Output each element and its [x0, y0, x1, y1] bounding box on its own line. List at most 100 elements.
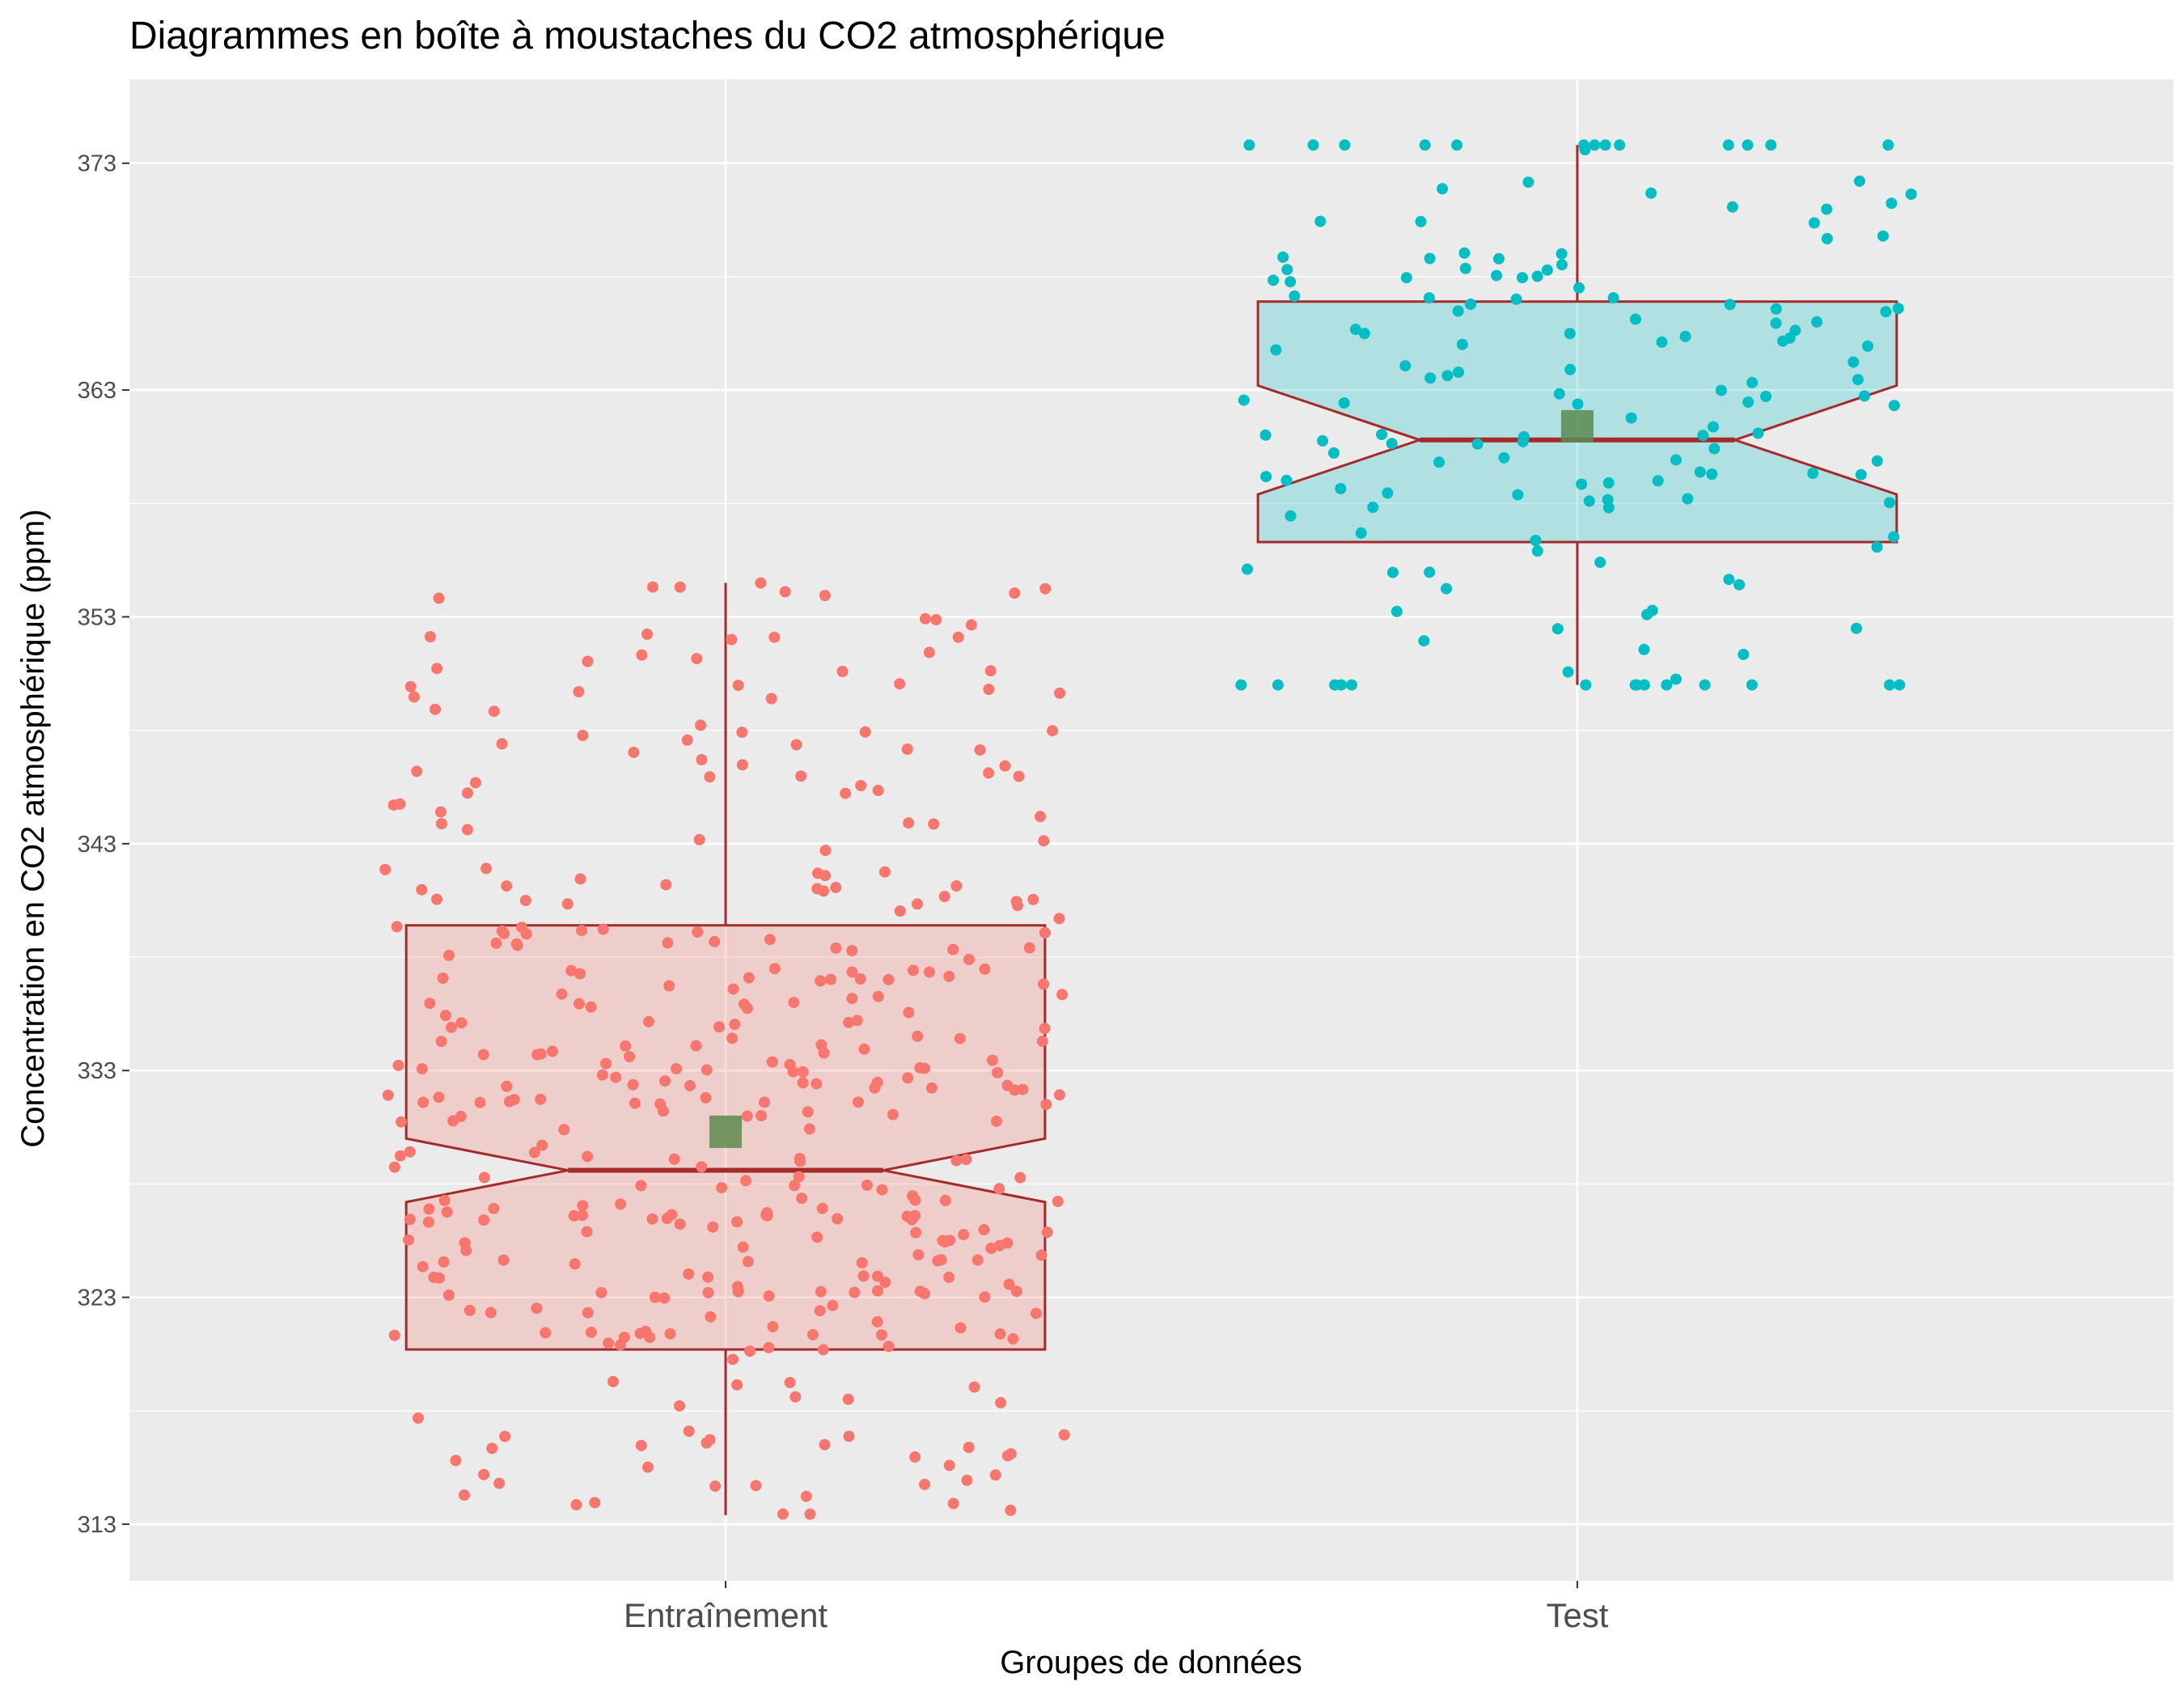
jitter-point	[1349, 324, 1361, 336]
jitter-point	[836, 666, 849, 677]
jitter-point	[1892, 303, 1904, 315]
jitter-point	[1346, 679, 1357, 691]
jitter-point	[1599, 139, 1611, 151]
jitter-point	[558, 1124, 570, 1136]
jitter-point	[1553, 388, 1565, 400]
jitter-point	[663, 980, 675, 992]
jitter-point	[1564, 363, 1577, 375]
jitter-point	[901, 744, 913, 755]
jitter-point	[1272, 679, 1284, 691]
jitter-point	[894, 678, 906, 690]
jitter-point	[1441, 370, 1454, 382]
jitter-point	[1023, 942, 1035, 954]
jitter-point	[756, 1110, 768, 1121]
jitter-point	[1746, 679, 1758, 691]
jitter-point	[1784, 332, 1796, 344]
jitter-point	[925, 1082, 938, 1094]
jitter-point	[662, 937, 674, 949]
jitter-point	[636, 649, 648, 661]
jitter-point	[1722, 139, 1734, 151]
jitter-point	[843, 1430, 855, 1443]
jitter-point	[1235, 679, 1247, 691]
jitter-point	[709, 935, 721, 947]
jitter-point	[1821, 233, 1833, 244]
jitter-point	[1009, 587, 1021, 600]
jitter-point	[478, 1172, 490, 1184]
jitter-point	[930, 613, 942, 625]
jitter-point	[585, 1001, 597, 1013]
jitter-point	[585, 1326, 597, 1338]
jitter-point	[1465, 299, 1476, 310]
jitter-point	[794, 1153, 806, 1164]
jitter-point	[1808, 217, 1820, 229]
jitter-point	[1285, 276, 1297, 288]
jitter-point	[1058, 1429, 1070, 1441]
jitter-point	[565, 964, 578, 977]
jitter-point	[649, 1291, 661, 1303]
jitter-point	[732, 680, 744, 692]
jitter-point	[1541, 264, 1553, 276]
jitter-point	[1510, 293, 1522, 305]
jitter-point	[574, 998, 585, 1010]
jitter-point	[741, 1110, 753, 1122]
jitter-point	[388, 1161, 400, 1173]
jitter-point	[827, 1299, 839, 1311]
jitter-point	[861, 1179, 873, 1191]
jitter-point	[391, 921, 403, 933]
jitter-point	[978, 1224, 990, 1235]
jitter-point	[879, 1276, 891, 1288]
jitter-point	[737, 1241, 749, 1253]
jitter-point	[568, 1210, 580, 1222]
jitter-point	[767, 1320, 779, 1333]
jitter-point	[442, 1289, 455, 1301]
jitter-point	[726, 1032, 739, 1044]
jitter-point	[903, 817, 915, 829]
jitter-point	[875, 1329, 887, 1341]
jitter-point	[433, 1091, 445, 1104]
jitter-point	[408, 691, 420, 703]
jitter-point	[958, 1229, 970, 1240]
jitter-point	[561, 898, 574, 910]
jitter-point	[819, 1438, 831, 1451]
jitter-point	[646, 1213, 658, 1225]
jitter-point	[1742, 396, 1754, 408]
jitter-point	[1285, 510, 1297, 522]
jitter-point	[1493, 252, 1505, 265]
jitter-point	[842, 1393, 854, 1405]
jitter-point	[394, 1150, 406, 1162]
jitter-point	[1645, 187, 1657, 199]
jitter-point	[1367, 502, 1379, 513]
jitter-point	[872, 785, 884, 796]
jitter-point	[1661, 679, 1673, 691]
jitter-point	[995, 1396, 1007, 1409]
jitter-point	[803, 1123, 815, 1135]
jitter-point	[919, 1478, 931, 1490]
jitter-point	[1697, 430, 1709, 442]
jitter-point	[635, 1180, 647, 1192]
jitter-point	[795, 770, 807, 782]
jitter-point	[832, 1213, 844, 1225]
jitter-point	[1386, 438, 1398, 450]
jitter-point	[1399, 360, 1412, 372]
jitter-point	[1694, 466, 1706, 478]
jitter-point	[659, 1075, 671, 1087]
jitter-point	[1880, 306, 1892, 318]
jitter-point	[731, 1216, 743, 1228]
jitter-point	[424, 998, 436, 1010]
jitter-point	[985, 1242, 997, 1254]
jitter-point	[954, 1322, 967, 1334]
jitter-point	[691, 653, 703, 665]
jitter-point	[1512, 489, 1524, 501]
jitter-point	[871, 1076, 883, 1088]
jitter-point	[814, 1305, 826, 1317]
jitter-point	[1888, 400, 1900, 412]
jitter-point	[984, 665, 997, 677]
jitter-point	[1765, 139, 1777, 151]
jitter-point	[1041, 1227, 1053, 1238]
jitter-point	[628, 746, 640, 758]
jitter-point	[1708, 443, 1721, 455]
jitter-point	[1268, 274, 1280, 286]
jitter-point	[615, 1339, 626, 1351]
jitter-point	[993, 1183, 1005, 1195]
jitter-point	[1335, 483, 1347, 494]
